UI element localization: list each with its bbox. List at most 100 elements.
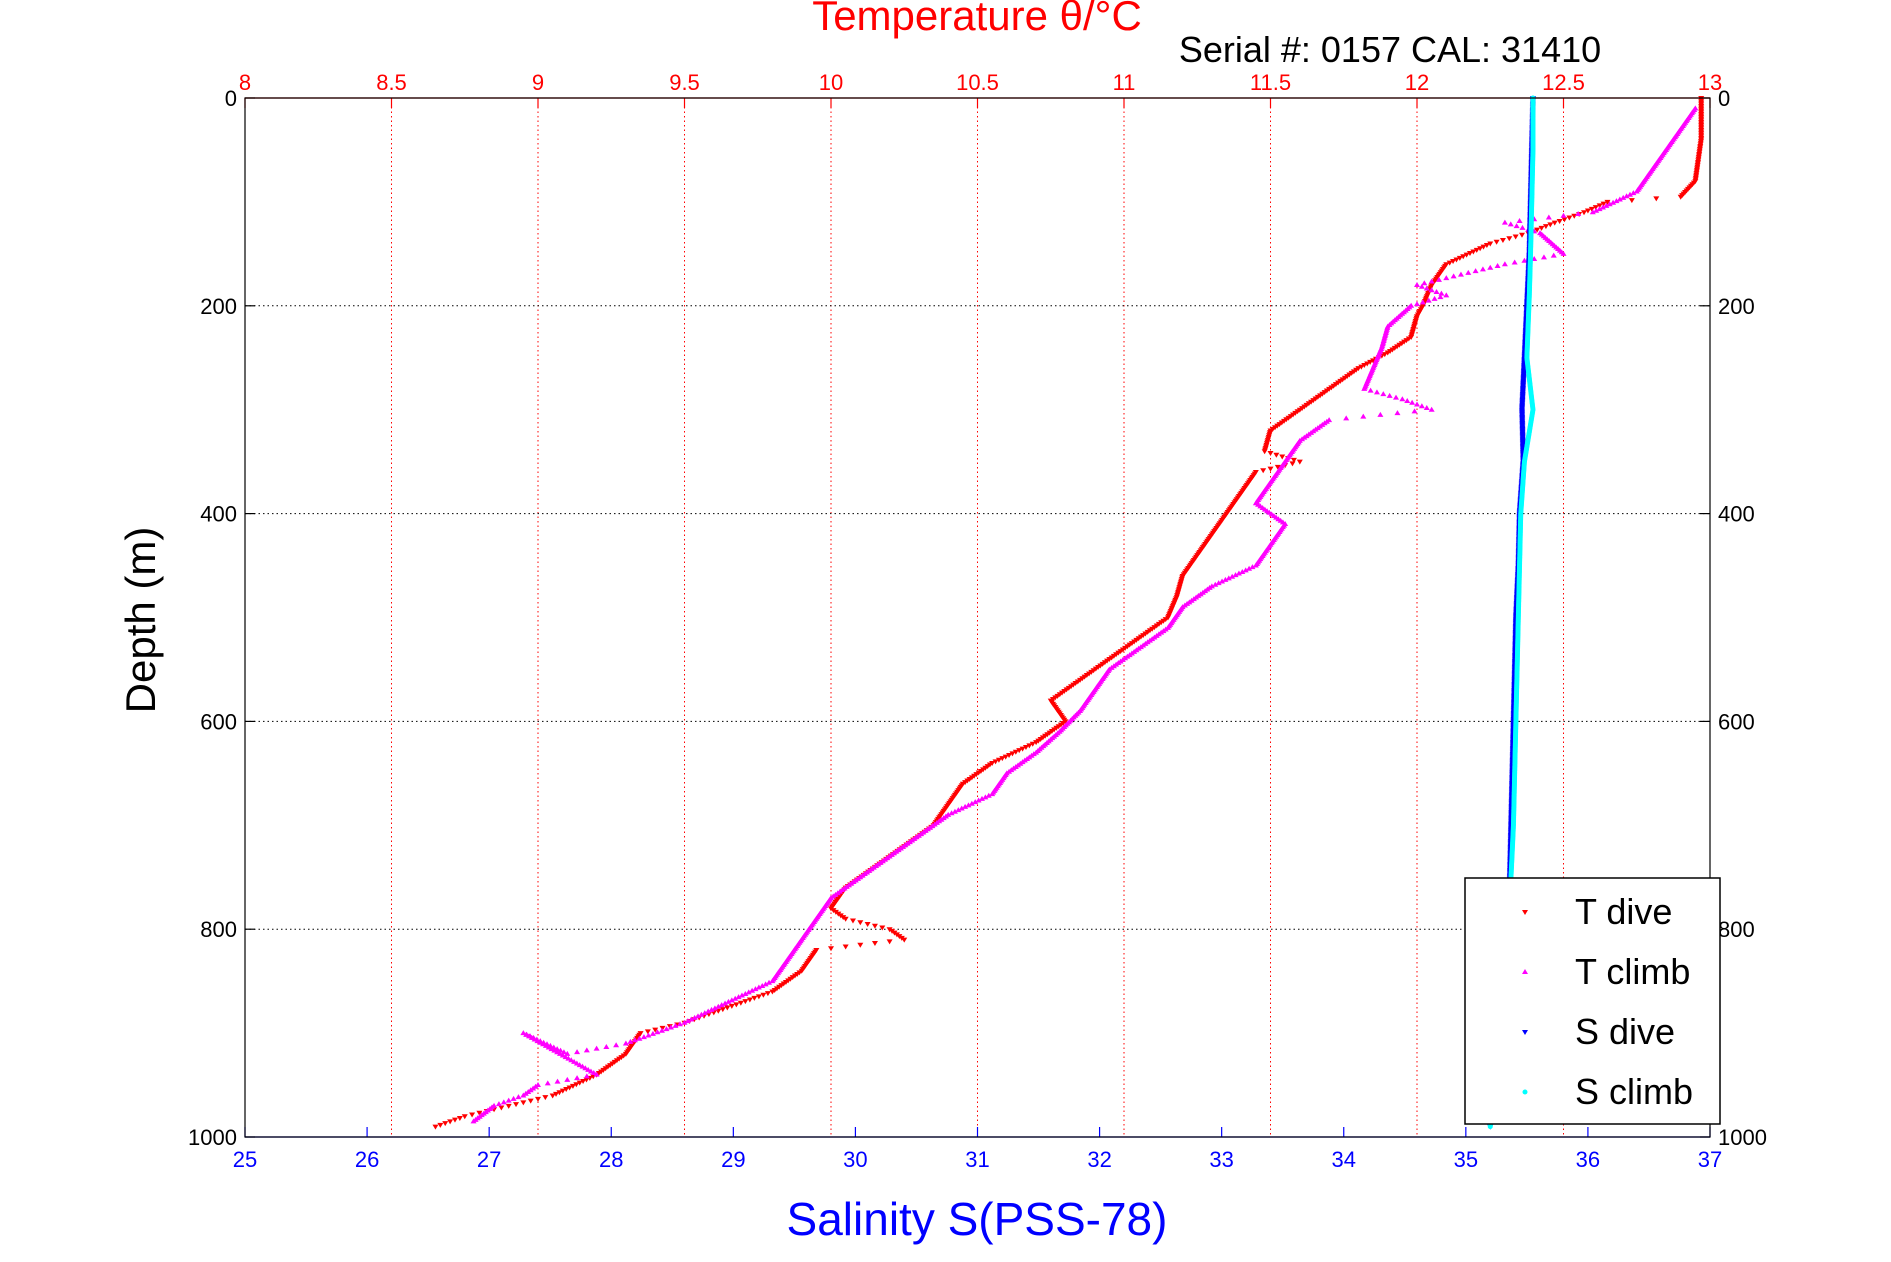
data-point	[1386, 392, 1393, 398]
legend-marker	[1522, 1089, 1528, 1095]
data-point	[1009, 751, 1016, 757]
depth-tick-label-right: 800	[1718, 917, 1755, 942]
data-point	[1373, 389, 1380, 395]
data-point	[972, 799, 979, 805]
data-point	[745, 989, 752, 995]
data-point	[537, 1039, 544, 1045]
data-point	[1296, 459, 1303, 465]
data-point	[573, 1060, 580, 1066]
data-point	[1628, 198, 1635, 204]
data-point	[705, 1008, 712, 1014]
data-point	[828, 946, 834, 952]
data-point	[649, 1030, 656, 1036]
depth-tick-label-right: 600	[1718, 709, 1755, 734]
data-point	[1384, 350, 1391, 356]
data-point	[1343, 415, 1350, 421]
sal-tick-label: 33	[1209, 1147, 1233, 1172]
data-point	[551, 1047, 558, 1053]
data-point	[1561, 217, 1568, 223]
data-point	[1222, 576, 1229, 582]
data-point	[1592, 205, 1599, 211]
data-point	[1581, 210, 1588, 216]
data-point	[1428, 287, 1435, 293]
data-point	[1511, 259, 1518, 265]
data-point	[1596, 206, 1603, 212]
depth-tick-label-left: 200	[200, 294, 237, 319]
depth-tick-label-right: 1000	[1718, 1125, 1767, 1150]
temp-tick-label: 10.5	[956, 70, 999, 95]
data-point	[1235, 570, 1242, 576]
data-point	[576, 1062, 583, 1068]
data-point	[1556, 218, 1563, 224]
data-point	[1225, 575, 1232, 581]
data-point	[1289, 461, 1296, 467]
data-point	[573, 1082, 580, 1088]
data-point	[999, 756, 1006, 762]
legend-entry: T dive	[1575, 891, 1672, 932]
data-point	[644, 1029, 651, 1035]
data-point	[542, 1042, 549, 1048]
data-point	[725, 998, 732, 1004]
legend-entry: S climb	[1575, 1071, 1693, 1112]
data-point	[1534, 227, 1541, 233]
data-point	[1560, 250, 1567, 256]
data-point	[762, 981, 769, 987]
data-point	[764, 991, 771, 997]
data-point	[470, 1118, 477, 1124]
depth-tick-label-left: 800	[200, 917, 237, 942]
data-point	[1249, 564, 1256, 570]
data-point	[1433, 288, 1440, 294]
legend-entry: T climb	[1575, 951, 1690, 992]
data-point	[571, 1058, 578, 1064]
data-point	[527, 1098, 534, 1104]
data-point	[1431, 295, 1438, 301]
data-point	[1479, 266, 1486, 272]
legend-marker	[1522, 910, 1528, 915]
legend: T dive T climb S dive S climb	[1464, 877, 1721, 1125]
depth-axis: 0 0 200 200 400 400 600 600 800 800 1000 1000	[188, 86, 1767, 1150]
data-point	[1473, 247, 1480, 253]
data-point	[520, 1092, 527, 1098]
sal-tick-label: 28	[599, 1147, 623, 1172]
data-point	[1428, 406, 1435, 412]
data-point	[1560, 212, 1567, 218]
legend-marker	[1522, 1030, 1528, 1035]
data-point	[1600, 201, 1607, 207]
data-point	[1421, 280, 1428, 286]
data-point	[432, 1124, 439, 1130]
data-point	[549, 1093, 556, 1099]
data-point	[1487, 1124, 1493, 1130]
data-point	[979, 795, 986, 801]
data-point	[1290, 457, 1297, 463]
data-point	[1019, 746, 1026, 752]
sal-tick-label: 35	[1454, 1147, 1478, 1172]
depth-tick-label-left: 0	[225, 86, 237, 111]
data-point	[1518, 232, 1525, 238]
data-point	[948, 810, 955, 816]
data-point	[603, 1043, 610, 1049]
data-point	[559, 1052, 566, 1058]
data-point	[560, 1049, 567, 1055]
data-point	[1487, 241, 1494, 247]
data-point	[574, 1049, 581, 1055]
depth-tick-label-left: 400	[200, 502, 237, 527]
temp-tick-label: 11	[1113, 70, 1136, 95]
data-point	[1538, 225, 1545, 231]
data-point	[1463, 252, 1470, 258]
data-point	[691, 1014, 698, 1020]
data-point	[554, 1078, 561, 1084]
data-point	[593, 1045, 600, 1051]
data-point	[1279, 454, 1286, 460]
data-point	[1360, 413, 1367, 419]
data-point	[989, 791, 996, 797]
data-point	[968, 800, 975, 806]
data-point	[1358, 364, 1365, 370]
data-point	[1501, 219, 1508, 225]
data-point	[760, 992, 767, 998]
data-point	[585, 1066, 592, 1072]
data-point	[565, 1055, 572, 1061]
data-point	[593, 1071, 600, 1077]
data-point	[1381, 352, 1388, 358]
data-point	[1487, 264, 1494, 270]
data-point	[985, 792, 992, 798]
